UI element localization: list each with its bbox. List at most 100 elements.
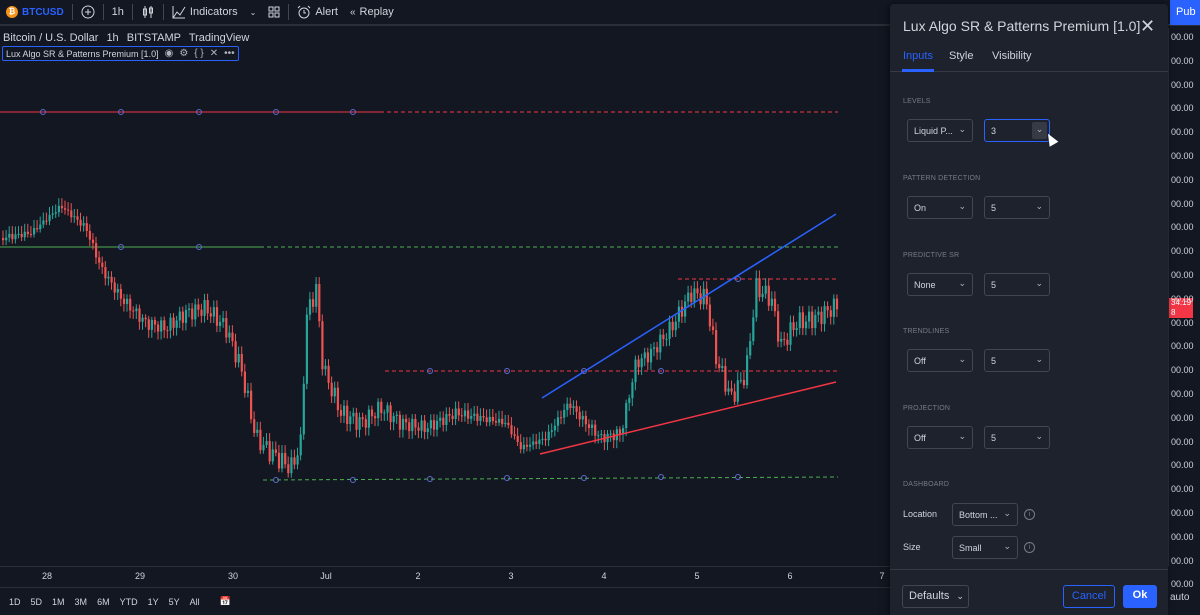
candle-body (643, 352, 646, 359)
range-button[interactable]: 5D (30, 596, 43, 607)
projection-mode-select[interactable]: Off ⌄ (907, 426, 973, 449)
predictive-count-select[interactable]: 5 ⌄ (984, 273, 1050, 296)
candle-body (333, 387, 336, 397)
source-code-icon[interactable]: { } (194, 48, 204, 59)
info-icon[interactable]: i (1024, 509, 1035, 520)
eye-icon[interactable]: ◉ (164, 48, 174, 59)
candle-body (138, 308, 141, 322)
candle-body (166, 330, 169, 332)
price-axis[interactable]: 34.19 8 00.00 00.00 00.00 00.00 00.00 00.00 00… (1168, 28, 1200, 589)
close-icon[interactable]: ✕ (1140, 16, 1156, 36)
calendar-icon[interactable]: 📅 (219, 596, 231, 606)
candle-body (671, 321, 674, 331)
indicators-label: Indicators (189, 6, 238, 18)
dashboard-location-select[interactable]: Bottom ... ⌄ (952, 503, 1018, 526)
candle-body (274, 449, 277, 453)
candle-body (11, 233, 14, 240)
candle-body (91, 239, 95, 244)
settings-icon[interactable]: ⚙ (179, 48, 189, 59)
candle-body (730, 388, 733, 392)
time-axis[interactable]: 28 29 30 Jul 2 3 4 5 6 7 (0, 566, 1168, 586)
section-projection: PROJECTION (903, 405, 951, 412)
candle-body (817, 311, 820, 315)
candle-body (222, 318, 225, 322)
tab-inputs[interactable]: Inputs (903, 50, 933, 62)
candle-body (129, 298, 132, 311)
trendlines-mode-select[interactable]: Off ⌄ (907, 349, 973, 372)
cancel-button[interactable]: Cancel (1063, 585, 1115, 608)
candle-body (209, 313, 212, 317)
alert-button[interactable]: Alert (291, 0, 344, 25)
candle-body (516, 435, 519, 443)
layout-button[interactable] (262, 0, 286, 25)
pattern-count-select[interactable]: 5 ⌄ (984, 196, 1050, 219)
candle-body (79, 219, 82, 226)
price-chart[interactable] (0, 28, 1168, 566)
candle-body (36, 228, 39, 230)
candle-body (405, 418, 408, 423)
indicators-dropdown[interactable]: ⌄ (244, 0, 263, 25)
divider (131, 4, 133, 20)
defaults-button[interactable]: Defaults ⌄ (902, 585, 969, 608)
levels-count-select[interactable]: 3 ⌄ (984, 119, 1050, 142)
interval-button[interactable]: 1h (111, 6, 124, 18)
predictive-mode-select[interactable]: None ⌄ (907, 273, 973, 296)
time-tick-label: 28 (41, 571, 53, 581)
candle-body (594, 424, 597, 436)
range-button[interactable]: 1D (9, 596, 21, 607)
projection-count-select[interactable]: 5 ⌄ (984, 426, 1050, 449)
dialog-body[interactable]: LEVELS Liquid P... ⌄ 3 ⌄ PATTERN DETECTI… (890, 72, 1168, 570)
publish-button[interactable]: Pub (1170, 0, 1200, 25)
section-pattern-detection: PATTERN DETECTION (903, 175, 981, 182)
tab-style[interactable]: Style (949, 50, 974, 62)
candle-body (287, 464, 290, 474)
auto-scale-toggle[interactable]: auto (1170, 592, 1190, 603)
active-tab-indicator (902, 69, 934, 72)
ok-button[interactable]: Ok (1123, 585, 1157, 608)
divider (102, 4, 104, 20)
candle-body (302, 383, 305, 435)
range-button[interactable]: 1M (52, 596, 65, 607)
candle-body (575, 406, 578, 412)
info-icon[interactable]: i (1024, 542, 1035, 553)
section-trendlines: TRENDLINES (903, 328, 950, 335)
close-icon[interactable]: ✕ (209, 48, 219, 59)
range-button[interactable]: 6M (97, 596, 110, 607)
candle-body (587, 424, 591, 428)
candle-body (70, 210, 73, 218)
symbol-search[interactable]: ₿ BTCUSD (0, 0, 70, 25)
chart-type-button[interactable] (135, 0, 161, 25)
range-button[interactable]: 1Y (147, 596, 159, 607)
indicator-legend[interactable]: Lux Algo SR & Patterns Premium [1.0] ◉ ⚙… (2, 46, 239, 61)
price-tick-label: 00.00 (1171, 32, 1194, 42)
tab-visibility[interactable]: Visibility (992, 50, 1032, 62)
candle-body (426, 428, 429, 432)
range-button[interactable]: 5Y (168, 596, 180, 607)
more-icon[interactable]: ••• (224, 48, 235, 59)
candle-body (144, 317, 147, 320)
pattern-mode-select[interactable]: On ⌄ (907, 196, 973, 219)
levels-type-select[interactable]: Liquid P... ⌄ (907, 119, 973, 142)
range-button[interactable]: All (189, 596, 200, 607)
range-button[interactable]: YTD (119, 596, 138, 607)
candle-body (811, 311, 814, 329)
trendlines-count-select[interactable]: 5 ⌄ (984, 349, 1050, 372)
candle-body (501, 418, 504, 425)
candle-body (160, 320, 163, 332)
price-tick-label: 00.00 (1171, 531, 1194, 542)
candle-body (312, 299, 315, 307)
dashboard-size-select[interactable]: Small ⌄ (952, 536, 1018, 559)
replay-button[interactable]: « Replay (344, 0, 400, 25)
candle-body (110, 276, 113, 283)
add-symbol-button[interactable] (75, 0, 101, 25)
range-button[interactable]: 3M (74, 596, 88, 607)
candle-body (761, 293, 764, 298)
legend-source: TradingView (188, 32, 250, 44)
candle-body (485, 417, 488, 423)
candle-body (290, 457, 293, 474)
candle-body (690, 292, 693, 302)
level-anchor-point (735, 276, 741, 282)
indicators-button[interactable]: Indicators (166, 0, 244, 25)
location-label: Location (903, 509, 938, 519)
candle-body (801, 312, 804, 329)
